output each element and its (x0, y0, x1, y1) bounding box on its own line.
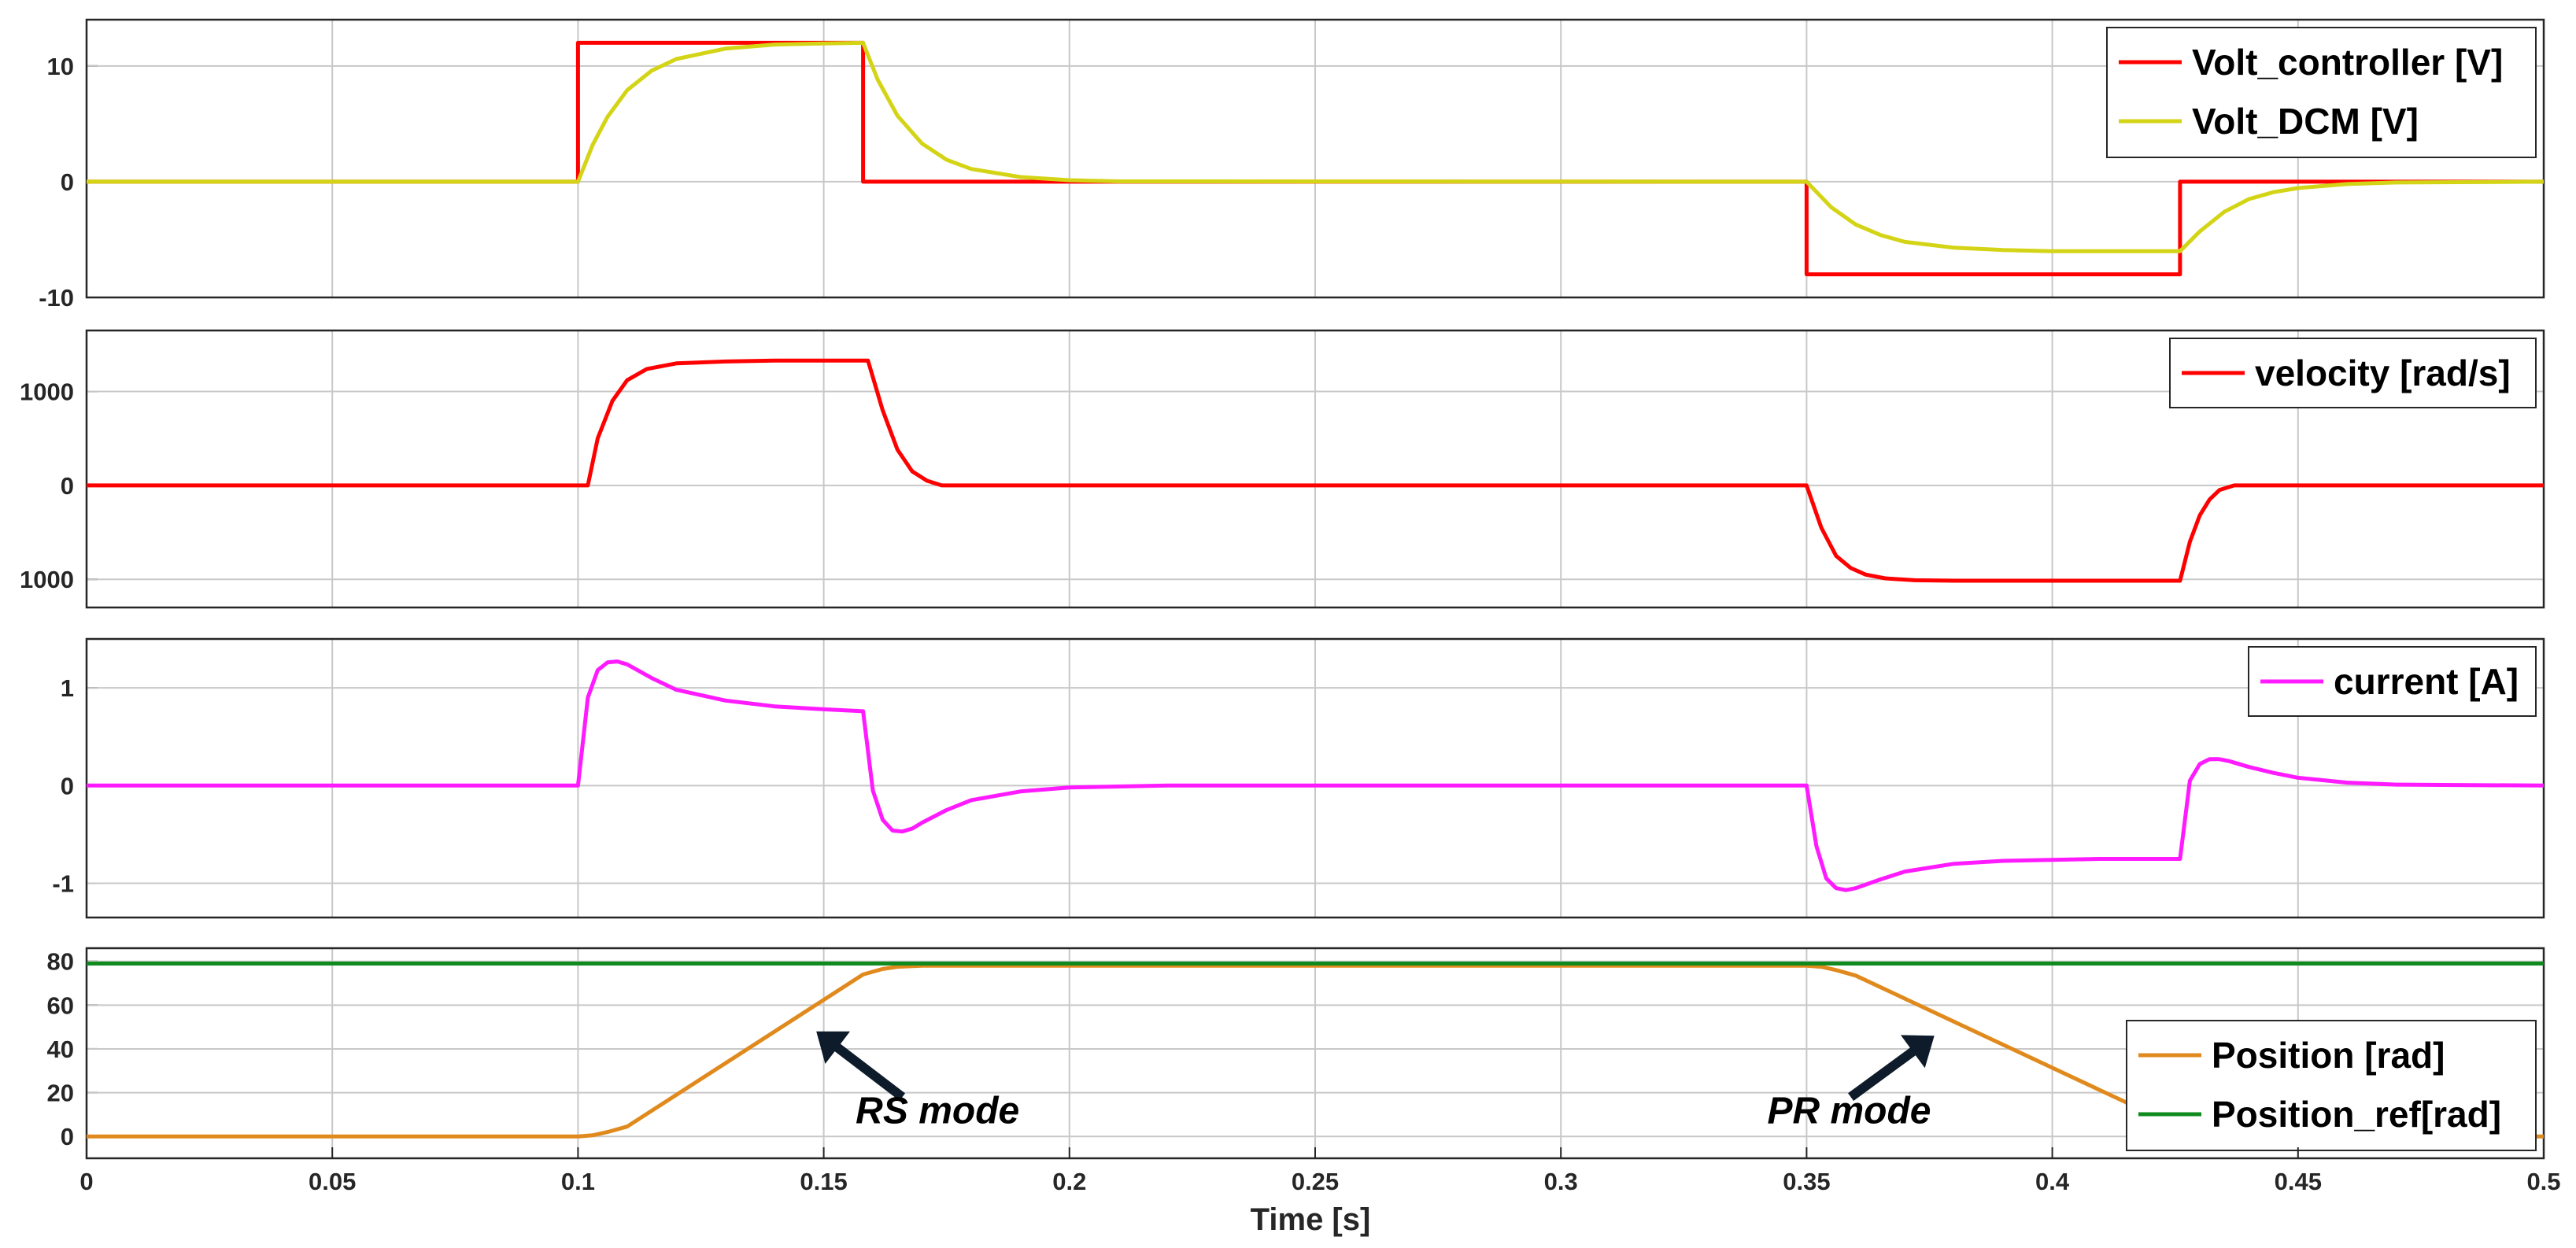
legend-label-volt-controller-v: Volt_controller [V] (2192, 42, 2503, 83)
velocity-y-ticks: 1000 0 1000 (20, 378, 98, 593)
current-series (87, 659, 2545, 892)
y-tick-label: 0 (61, 772, 74, 799)
y-tick-label: -10 (39, 284, 74, 312)
velocity-subplot: 1000 0 1000 velocity [rad/s] (20, 329, 2545, 609)
x-tick-label: 0.25 (1292, 1168, 1339, 1195)
x-tick-label: 0.3 (1544, 1168, 1578, 1195)
axes-box (85, 329, 2545, 609)
series-line-volt-dcm-v (87, 40, 2545, 253)
axes-box (85, 18, 2545, 299)
y-tick-label: 60 (47, 991, 74, 1019)
y-tick-label: 20 (47, 1080, 74, 1107)
legend-box (2106, 27, 2537, 158)
y-tick-label: 0 (61, 168, 74, 196)
y-tick-label: 0 (61, 472, 74, 500)
x-tick-label: 0.4 (2035, 1168, 2070, 1195)
legend-box (2126, 1020, 2537, 1151)
x-tick-label: 0.05 (309, 1168, 356, 1195)
legend-label-position-ref-rad: Position_ref[rad] (2212, 1094, 2501, 1135)
x-axis-label: Time [s] (1251, 1202, 1371, 1237)
series-line-velocity-rad-s (87, 358, 2544, 583)
annotation-label-rs-mode: RS mode (856, 1091, 1019, 1132)
annotation-label-pr-mode: PR mode (1767, 1091, 1931, 1132)
legend-label-position-rad: Position [rad] (2212, 1035, 2445, 1076)
legend-label-velocity-rad-s: velocity [rad/s] (2255, 353, 2511, 393)
x-tick-label: 0.5 (2526, 1168, 2560, 1195)
position-legend: Position [rad] Position_ref[rad] (2126, 1020, 2537, 1151)
legend-label-volt-dcm-v: Volt_DCM [V] (2192, 101, 2419, 142)
x-tick-label: 0.35 (1783, 1168, 1830, 1195)
y-tick-label: 80 (47, 948, 74, 976)
legend-label-current-a: current [A] (2334, 661, 2519, 702)
x-tick-label: 0.15 (800, 1168, 847, 1195)
x-tick-label: 0.45 (2275, 1168, 2322, 1195)
y-tick-label: 1 (61, 674, 74, 702)
y-tick-label: 10 (47, 53, 74, 80)
mode-annotations: RS mode PR mode (816, 1031, 1935, 1132)
current-legend: current [A] (2248, 646, 2537, 717)
x-tick-label: 0.1 (561, 1168, 595, 1195)
annotation-arrow-rs-mode (816, 1031, 906, 1101)
velocity-series (87, 358, 2544, 583)
voltage-subplot: -10 0 10 Volt_controller [V] Volt_DCM [V] (39, 18, 2545, 312)
velocity-legend: velocity [rad/s] (2169, 338, 2537, 408)
y-tick-label: 0 (61, 1123, 74, 1150)
voltage-y-ticks: -10 0 10 (39, 53, 98, 312)
series-line-current-a (87, 659, 2545, 892)
current-subplot: -1 0 1 current [A] (52, 637, 2545, 919)
y-tick-label: 1000 (20, 566, 74, 593)
y-tick-label: -1 (52, 870, 74, 898)
y-tick-label: 40 (47, 1036, 74, 1063)
annotation-arrow-pr-mode (1848, 1035, 1935, 1101)
time-x-ticks: 0 0.05 0.1 0.15 0.2 0.25 0.3 0.35 0.4 0.45 0.5 (79, 1147, 2561, 1195)
voltage-legend: Volt_controller [V] Volt_DCM [V] (2106, 27, 2537, 158)
x-tick-label: 0 (79, 1168, 93, 1195)
axes-box (85, 637, 2545, 919)
x-tick-label: 0.2 (1052, 1168, 1086, 1195)
voltage-series (87, 40, 2545, 277)
y-tick-label: 1000 (20, 378, 74, 406)
